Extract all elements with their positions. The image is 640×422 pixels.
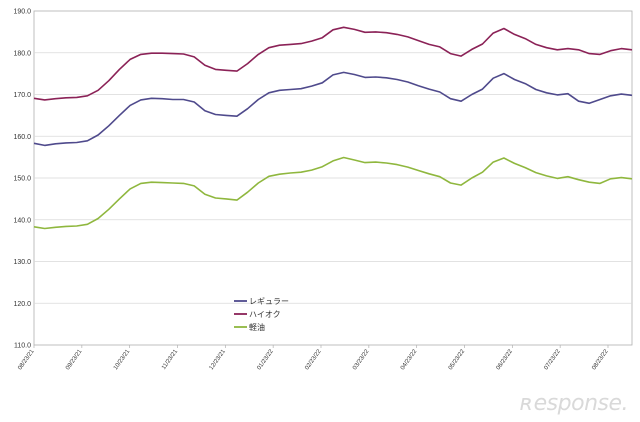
y-tick-label: 150.0 <box>13 176 31 183</box>
legend-label-diesel: 軽油 <box>249 322 265 332</box>
x-tick-label: 08/23/22 <box>591 348 610 371</box>
series-lines <box>33 26 633 230</box>
series-line-diesel <box>33 156 633 230</box>
x-tick-label: 03/23/22 <box>352 348 371 371</box>
y-tick-label: 110.0 <box>14 343 31 350</box>
y-tick-label: 190.0 <box>13 9 31 16</box>
x-tick-label: 11/23/21 <box>161 348 179 371</box>
x-tick-label: 10/23/21 <box>113 348 132 371</box>
y-tick-label: 170.0 <box>13 92 31 99</box>
series-line-high_octane <box>33 26 633 101</box>
y-tick-label: 160.0 <box>13 134 31 141</box>
y-tick-label: 140.0 <box>13 217 31 224</box>
x-axis: 08/23/21 09/23/21 10/23/21 11/23/21 12/23/21… <box>17 345 610 371</box>
y-axis: 110.0 120.0 130.0 140.0 150.0 160.0 170.0 180.0… <box>13 9 31 350</box>
x-tick-label: 12/23/21 <box>209 348 228 371</box>
y-tick-label: 130.0 <box>13 259 31 266</box>
x-tick-label: 07/23/22 <box>543 348 562 371</box>
x-tick-label: 08/23/21 <box>17 348 36 371</box>
x-tick-label: 04/23/22 <box>400 348 419 371</box>
y-tick-label: 120.0 <box>13 301 31 308</box>
gridlines <box>34 52 632 304</box>
watermark-logo: ʀesponse. <box>520 391 629 416</box>
x-tick-label: 09/23/21 <box>65 348 84 371</box>
legend-label-regular: レギュラー <box>249 297 289 306</box>
x-tick-label: 05/23/22 <box>448 348 467 371</box>
x-tick-label: 02/23/22 <box>304 348 323 371</box>
x-tick-label: 01/23/22 <box>256 348 275 371</box>
y-tick-label: 180.0 <box>13 50 31 57</box>
legend-label-high_octane: ハイオク <box>249 310 281 319</box>
x-tick-label: 06/23/22 <box>496 348 515 371</box>
series-line-regular <box>33 71 633 147</box>
